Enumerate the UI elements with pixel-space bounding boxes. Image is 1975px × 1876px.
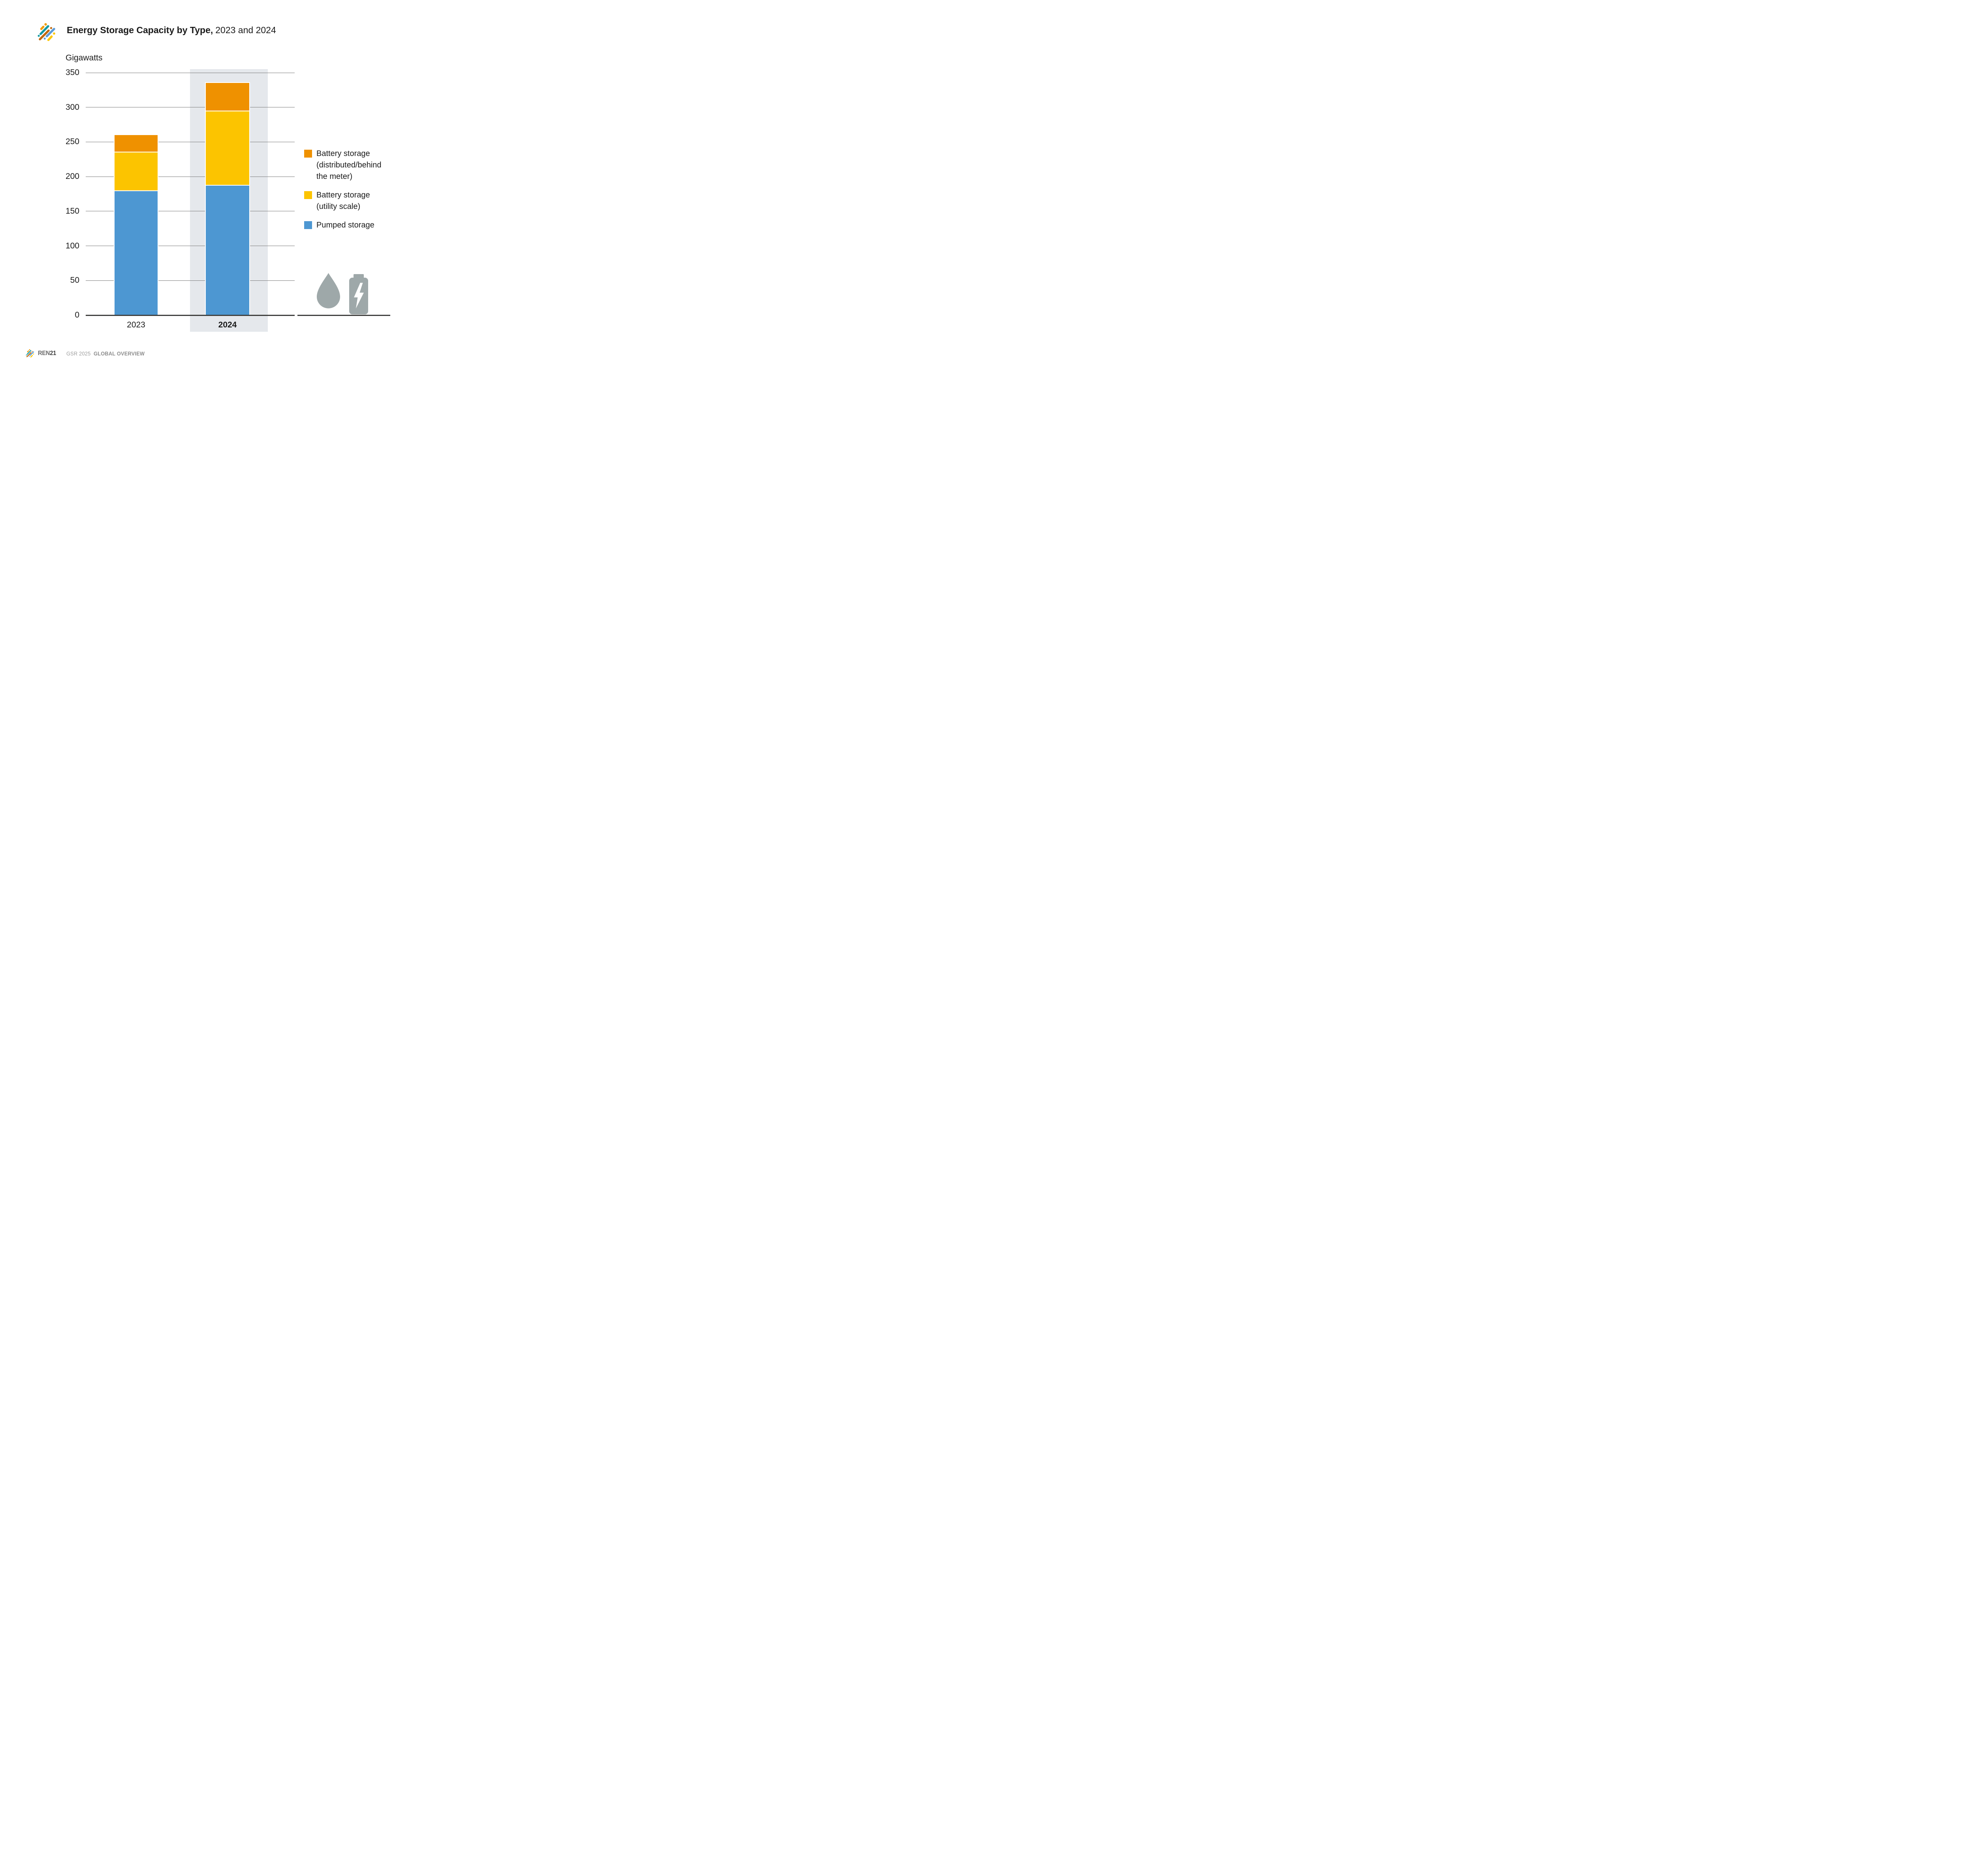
water-drop-icon (316, 273, 340, 308)
page-title-bold: Energy Storage Capacity by Type, (67, 25, 213, 35)
y-tick-label-200: 200 (65, 172, 79, 181)
legend-label-line: Battery storage (316, 149, 370, 158)
legend-label-line: Battery storage (316, 191, 370, 199)
x-axis-line-right (297, 315, 390, 316)
infographic-canvas: Energy Storage Capacity by Type, 2023 and… (0, 0, 597, 375)
footer-report-name: GSR 2025 (66, 350, 91, 357)
bar-segment-battery-storage-distributed-behind-the-meter-2023 (114, 134, 158, 152)
ren21-wordmark: REN21 (38, 350, 56, 357)
legend-label-line: (distributed/behind (316, 161, 382, 169)
legend-label: Pumped storage (316, 220, 374, 231)
footer-section-name: GLOBAL OVERVIEW (94, 350, 145, 357)
legend-swatch-pumped-storage (304, 221, 312, 229)
legend-label: Battery storage (distributed/behind the me… (316, 148, 382, 182)
y-axis-unit-label: Gigawatts (66, 53, 103, 62)
bar-segment-battery-storage-utility-scale-2024 (205, 110, 250, 186)
legend-swatch-battery-storage-distributed-behind (304, 150, 312, 158)
bar-segment-pumped-storage-2023 (114, 190, 158, 316)
x-tick-label-2024: 2024 (218, 320, 237, 329)
ren21-footer-logo-icon (26, 349, 34, 358)
ren21-wordmark-ren: REN (38, 350, 50, 357)
legend-label-line: the meter) (316, 172, 353, 181)
x-tick-label-2023: 2023 (127, 320, 145, 329)
y-tick-label-250: 250 (65, 137, 79, 147)
stacked-bar-chart: 0 50 100 150 200 250 300 350 2023 2024 Battery sto… (0, 0, 597, 375)
y-tick-label-50: 50 (70, 276, 79, 285)
y-tick-label-0: 0 (75, 310, 79, 320)
page-title: Energy Storage Capacity by Type, 2023 and… (67, 24, 276, 36)
battery-lightning-icon (349, 274, 368, 314)
footer-report-line: GSR 2025 GLOBAL OVERVIEW (66, 351, 145, 357)
page-title-years: 2023 and 2024 (215, 25, 276, 35)
ren21-logo-icon (38, 23, 55, 41)
gridline-50 (86, 280, 295, 281)
y-tick-label-300: 300 (65, 102, 79, 112)
bar-segment-battery-storage-utility-scale-2023 (114, 150, 158, 192)
y-tick-label-150: 150 (65, 206, 79, 216)
y-tick-label-350: 350 (65, 68, 79, 77)
bar-segment-battery-storage-distributed-behind-the-meter-2024 (205, 82, 250, 112)
x-axis-line (86, 315, 295, 316)
bar-segment-pumped-storage-2024 (205, 184, 250, 316)
legend-label-line: Pumped storage (316, 221, 374, 229)
legend-label-line: (utility scale) (316, 202, 361, 211)
ren21-wordmark-21: 21 (50, 350, 56, 357)
y-tick-label-100: 100 (65, 241, 79, 250)
legend-swatch-battery-storage-utility-scale (304, 191, 312, 199)
footer: REN21 GSR 2025 GLOBAL OVERVIEW (25, 348, 149, 359)
legend-label: Battery storage (utility scale) (316, 190, 370, 212)
